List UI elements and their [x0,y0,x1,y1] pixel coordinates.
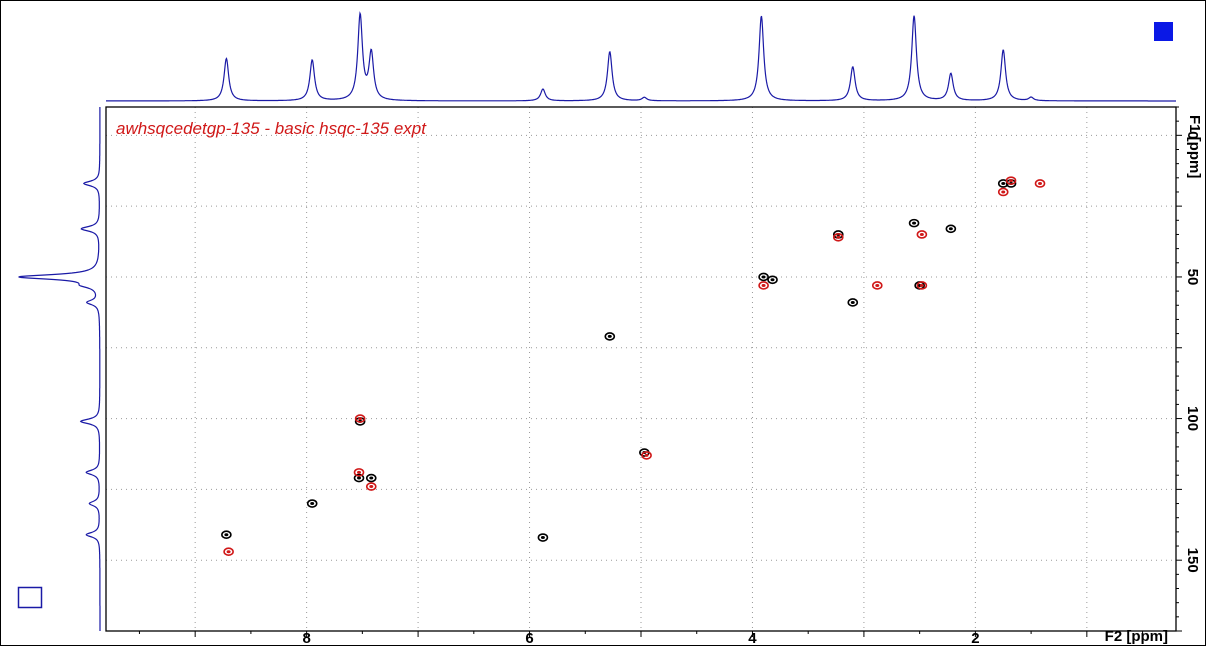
negative-peak-core [836,235,841,239]
positive-peak [221,530,232,539]
negative-peak-core [226,550,231,554]
negative-peak-core [919,283,924,287]
negative-peak [1005,176,1017,185]
negative-peak [871,281,883,290]
plot-title: awhsqcedetgp-135 - basic hsqc-135 expt [116,119,427,138]
grid-lines [106,107,1176,631]
negative-peak-core [644,453,649,457]
negative-peak-core [875,283,880,287]
negative-peak-core [761,283,766,287]
y-axis-label: F1 [ppm] [1186,115,1203,178]
negative-peak [365,482,377,491]
positive-peak-core [850,300,855,304]
negative-peak-core [1038,181,1043,185]
negative-peak [997,187,1009,197]
negative-peak [353,468,365,477]
negative-peak-core [1009,179,1014,183]
positive-level-marker-icon[interactable] [1154,22,1173,41]
positive-peak-core [224,533,229,537]
positive-peak-core [540,536,545,540]
y-tick-label: 100 [1184,406,1201,431]
negative-peak-core [358,417,363,421]
positive-peak [365,473,377,483]
positive-peak-core [912,221,917,225]
positive-peak [604,332,616,341]
positive-peak [767,275,778,285]
contour-peaks [221,176,1046,556]
positive-peak [847,298,859,307]
negative-peak-core [1001,190,1006,194]
f1-projection-trace [18,107,101,631]
positive-peak-core [607,334,612,338]
negative-peak [916,281,928,290]
negative-peak-core [369,485,374,489]
negative-peak [832,232,844,242]
negative-peak [916,230,928,239]
y-axis: 0 50 100 150 [1176,106,1201,632]
y-tick-label: 150 [1184,548,1201,573]
negative-peak-core [357,470,362,474]
x-axis: 8 6 4 2 [138,630,1144,646]
positive-peak [758,272,769,282]
x-tick-label: 8 [302,630,310,646]
x-axis-label: F2 [ppm] [1105,628,1168,645]
negative-peak-core [919,232,924,236]
negative-level-marker-icon[interactable] [17,586,43,609]
positive-peak-core [369,476,374,480]
positive-peak [945,224,957,234]
y-tick-label: 0 [1184,131,1201,139]
positive-peak-core [310,502,315,506]
negative-peak [354,414,366,423]
positive-peak-core [1001,181,1006,185]
positive-peak-core [948,227,953,231]
positive-peak-core [770,278,775,282]
x-tick-label: 4 [748,630,757,646]
positive-peak-core [357,476,362,480]
positive-peak-core [761,275,766,279]
y-tick-label: 50 [1184,269,1201,286]
negative-peak [641,451,652,460]
positive-peak [537,533,549,542]
positive-peak [908,218,920,228]
negative-peak [223,547,234,556]
f2-projection-trace [106,11,1176,102]
positive-peak [306,499,318,508]
negative-peak [758,281,769,290]
positive-peak [353,473,365,483]
x-tick-label: 6 [525,630,533,646]
x-tick-label: 2 [971,630,979,646]
negative-peak [1034,179,1046,188]
